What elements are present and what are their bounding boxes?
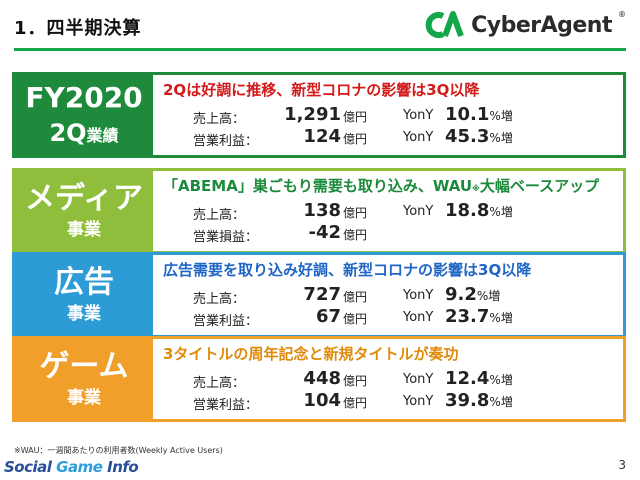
section-fy2020-2q: FY2020 2Q業績 2Qは好調に推移、新型コロナの影響は3Q以降 売上高： … xyxy=(12,72,626,158)
row-pct: 9.2%増 xyxy=(445,284,501,305)
row-label: 営業利益： xyxy=(193,314,259,329)
tag-sub: 事業 xyxy=(67,388,101,409)
registered-mark: ® xyxy=(618,10,626,19)
row-label: 売上高： xyxy=(193,376,246,391)
row-pct: 39.8%増 xyxy=(445,390,513,411)
section-tag: ゲーム 事業 xyxy=(15,339,153,419)
section-tag: FY2020 2Q業績 xyxy=(15,75,153,155)
row-yony: YonY xyxy=(403,288,434,303)
page-title: 1．四半期決算 xyxy=(14,18,142,39)
section-game: ゲーム 事業 3タイトルの周年記念と新規タイトルが奏功 売上高： 448 億円 … xyxy=(12,336,626,422)
section-body: 「ABEMA」巣ごもり需要も取り込み、WAU※大幅ベースアップ 売上高： 138… xyxy=(153,171,623,251)
row-value: -42 xyxy=(308,222,341,243)
row-value: 1,291 xyxy=(284,104,341,125)
headline: 「ABEMA」巣ごもり需要も取り込み、WAU※大幅ベースアップ xyxy=(163,177,600,195)
section-tag: 広告 事業 xyxy=(15,255,153,335)
headline: 3タイトルの周年記念と新規タイトルが奏功 xyxy=(163,345,459,363)
row-unit: 億円 xyxy=(343,312,368,326)
row-unit: 億円 xyxy=(343,110,368,124)
tag-main: 広告 xyxy=(54,265,114,301)
row-label: 営業損益： xyxy=(193,230,259,245)
footnote: ※WAU：一週間あたりの利用者数(Weekly Active Users) xyxy=(14,446,223,455)
tag-main: FY2020 xyxy=(25,81,143,115)
row-value: 67 xyxy=(315,306,341,327)
row-pct: 18.8%増 xyxy=(445,200,513,221)
operating-profit-row: 営業利益： 124 億円 YonY 45.3%増 xyxy=(163,126,623,149)
revenue-row: 売上高： 1,291 億円 YonY 10.1%増 xyxy=(163,104,623,127)
tag-main: メディア xyxy=(25,181,143,217)
row-yony: YonY xyxy=(403,310,434,325)
brand-name: CyberAgent xyxy=(471,12,612,38)
revenue-row: 売上高： 138 億円 YonY 18.8%増 xyxy=(163,200,623,223)
row-yony: YonY xyxy=(403,204,434,219)
row-label: 営業利益： xyxy=(193,134,259,149)
row-yony: YonY xyxy=(403,130,434,145)
row-yony: YonY xyxy=(403,372,434,387)
operating-loss-row: 営業損益： -42 億円 xyxy=(163,222,623,245)
row-value: 138 xyxy=(303,200,341,221)
tag-sub: 事業 xyxy=(67,304,101,325)
tag-sub: 事業 xyxy=(67,220,101,241)
watermark: Social Game Info xyxy=(4,458,139,476)
row-value: 727 xyxy=(303,284,341,305)
row-value: 124 xyxy=(303,126,341,147)
tag-main: ゲーム xyxy=(39,349,129,385)
operating-profit-row: 営業利益： 67 億円 YonY 23.7%増 xyxy=(163,306,623,329)
section-body: 2Qは好調に推移、新型コロナの影響は3Q以降 売上高： 1,291 億円 Yon… xyxy=(153,75,623,155)
row-unit: 億円 xyxy=(343,228,368,242)
row-label: 売上高： xyxy=(193,208,246,223)
row-unit: 億円 xyxy=(343,290,368,304)
section-advertising: 広告 事業 広告需要を取り込み好調、新型コロナの影響は3Q以降 売上高： 727… xyxy=(12,252,626,338)
header-rule xyxy=(14,48,626,51)
cyberagent-logo-icon xyxy=(425,11,464,38)
row-unit: 億円 xyxy=(343,206,368,220)
headline: 広告需要を取り込み好調、新型コロナの影響は3Q以降 xyxy=(163,261,532,279)
row-unit: 億円 xyxy=(343,374,368,388)
headline: 2Qは好調に推移、新型コロナの影響は3Q以降 xyxy=(163,81,480,99)
row-label: 売上高： xyxy=(193,292,246,307)
row-unit: 億円 xyxy=(343,396,368,410)
row-yony: YonY xyxy=(403,394,434,409)
tag-sub: 2Q業績 xyxy=(49,119,119,148)
page-number: 3 xyxy=(618,458,626,472)
section-body: 3タイトルの周年記念と新規タイトルが奏功 売上高： 448 億円 YonY 12… xyxy=(153,339,623,419)
row-unit: 億円 xyxy=(343,132,368,146)
section-body: 広告需要を取り込み好調、新型コロナの影響は3Q以降 売上高： 727 億円 Yo… xyxy=(153,255,623,335)
row-pct: 23.7%増 xyxy=(445,306,513,327)
row-pct: 45.3%増 xyxy=(445,126,513,147)
operating-profit-row: 営業利益： 104 億円 YonY 39.8%増 xyxy=(163,390,623,413)
row-label: 売上高： xyxy=(193,112,246,127)
section-tag: メディア 事業 xyxy=(15,171,153,251)
row-label: 営業利益： xyxy=(193,398,259,413)
row-value: 104 xyxy=(303,390,341,411)
section-media: メディア 事業 「ABEMA」巣ごもり需要も取り込み、WAU※大幅ベースアップ … xyxy=(12,168,626,254)
row-pct: 10.1%増 xyxy=(445,104,513,125)
row-value: 448 xyxy=(303,368,341,389)
revenue-row: 売上高： 448 億円 YonY 12.4%増 xyxy=(163,368,623,391)
revenue-row: 売上高： 727 億円 YonY 9.2%増 xyxy=(163,284,623,307)
row-pct: 12.4%増 xyxy=(445,368,513,389)
row-yony: YonY xyxy=(403,108,434,123)
brand: CyberAgent ® xyxy=(425,10,626,40)
